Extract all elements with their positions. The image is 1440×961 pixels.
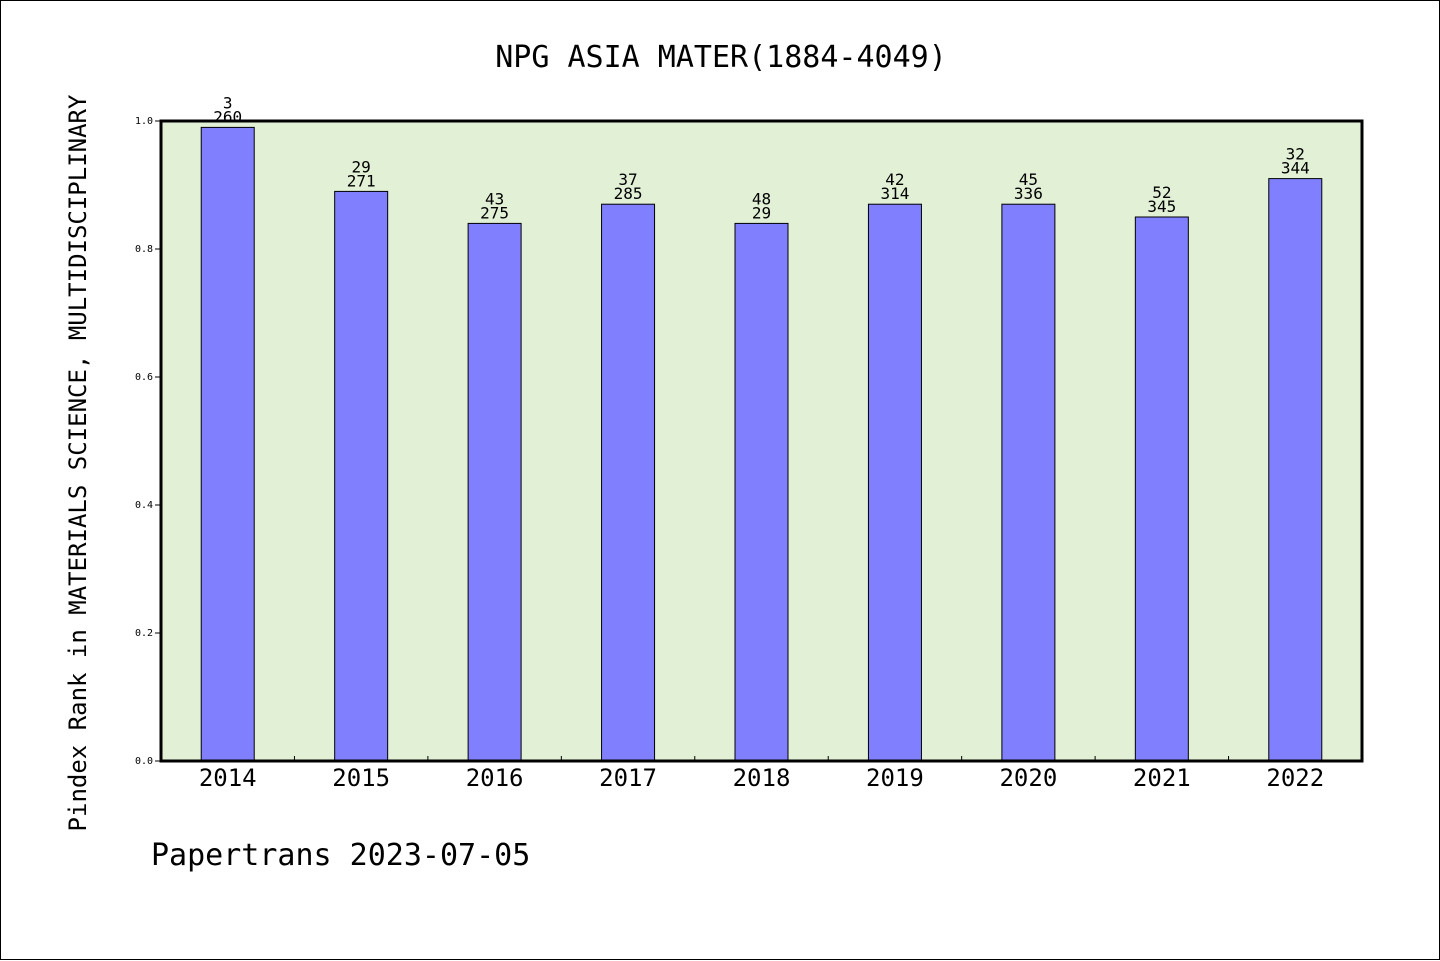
bar (200, 126, 255, 762)
bar-total-label: 285 (614, 184, 643, 203)
y-tick-label: 0.4 (135, 500, 153, 511)
bar (1268, 178, 1323, 762)
plot-border (159, 119, 1364, 763)
bar-total-label: 336 (1014, 184, 1043, 203)
x-tick-label: 2017 (599, 764, 657, 792)
bar (467, 222, 522, 762)
bars-group (200, 126, 1323, 762)
bar (867, 203, 922, 762)
bar-total-label: 260 (213, 107, 242, 126)
bar-rank-label: 45 (1019, 170, 1038, 189)
y-tick-label: 0.0 (135, 756, 153, 767)
bar-rank-label: 43 (485, 189, 504, 208)
bar (601, 203, 656, 762)
bar (734, 222, 789, 762)
y-tick-label: 0.2 (135, 628, 153, 639)
bar (334, 190, 389, 762)
bar-rank-label: 52 (1152, 183, 1171, 202)
y-tick-label: 0.8 (135, 244, 153, 255)
bar (1134, 216, 1189, 762)
y-axis-label: Pindex Rank in MATERIALS SCIENCE, MULTID… (64, 94, 92, 831)
chart-title: NPG ASIA MATER(1884-4049) (495, 40, 947, 75)
bar-rank-label: 32 (1286, 145, 1305, 164)
bar-total-label: 344 (1281, 159, 1310, 178)
bar-rank-label: 3 (223, 93, 233, 112)
x-tick-label: 2015 (332, 764, 390, 792)
x-tick-label: 2014 (199, 764, 257, 792)
y-tick-label: 1.0 (135, 116, 153, 127)
x-tick-label: 2020 (999, 764, 1057, 792)
footer-date: Papertrans 2023-07-05 (151, 838, 530, 873)
bar-total-label: 29 (752, 203, 771, 222)
bar-rank-label: 42 (885, 170, 904, 189)
bar-rank-label: 29 (352, 157, 371, 176)
bar-rank-label: 37 (618, 170, 637, 189)
bar-total-label: 271 (347, 171, 376, 190)
y-tick-label: 0.6 (135, 372, 153, 383)
x-tick-label: 2016 (466, 764, 524, 792)
bar-total-label: 314 (880, 184, 909, 203)
ticks-group: 0.0 0.2 0.4 0.6 0.8 1.0 2014 2015 2016 2017 2018 20… (135, 116, 1324, 792)
bar (1001, 203, 1056, 762)
bar-rank-label: 48 (752, 189, 771, 208)
x-tick-label: 2022 (1266, 764, 1324, 792)
x-tick-label: 2018 (733, 764, 791, 792)
bar-total-label: 275 (480, 203, 509, 222)
x-tick-label: 2021 (1133, 764, 1191, 792)
bar-total-label: 345 (1147, 197, 1176, 216)
x-tick-label: 2019 (866, 764, 924, 792)
